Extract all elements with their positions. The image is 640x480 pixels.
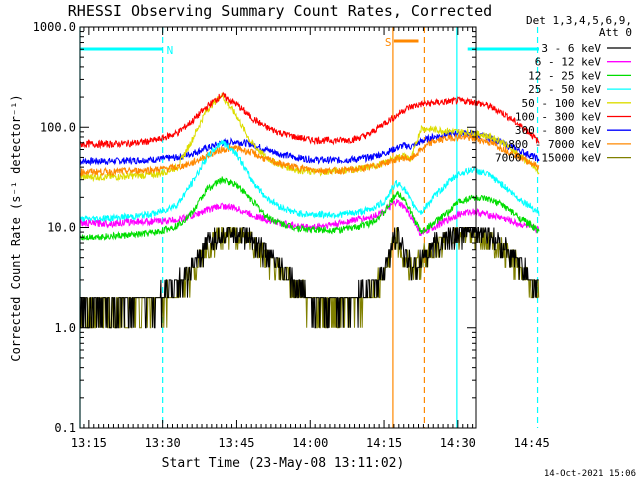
x-tick-label: 13:30 xyxy=(145,436,181,450)
legend-label: 300 - 800 keV xyxy=(515,124,601,137)
y-tick-label: 1.0 xyxy=(54,321,76,335)
legend-label: 6 - 12 keV xyxy=(535,56,602,69)
y-tick-label: 0.1 xyxy=(54,421,76,435)
x-tick-label: 13:15 xyxy=(71,436,107,450)
x-tick-label: 14:30 xyxy=(440,436,476,450)
legend-header-line-1: Det 1,3,4,5,6,9, xyxy=(526,14,632,27)
series-line xyxy=(79,198,540,237)
legend-label: 800 - 7000 keV xyxy=(508,138,601,151)
series-line xyxy=(80,227,539,329)
legend-label: 50 - 100 keV xyxy=(522,97,602,110)
legend-header-line-2: Att 0 xyxy=(599,26,632,39)
legend-label: 3 - 6 keV xyxy=(541,42,601,55)
x-tick-label: 14:45 xyxy=(514,436,550,450)
legend-label: 25 - 50 keV xyxy=(528,83,601,96)
y-tick-label: 1000.0 xyxy=(33,20,76,34)
series-line xyxy=(79,132,540,178)
footer-timestamp: 14-Oct-2021 15:06 xyxy=(544,469,636,479)
x-tick-label: 13:45 xyxy=(218,436,254,450)
legend-label: 7000 - 15000 keV xyxy=(495,152,601,165)
series-line xyxy=(79,176,540,241)
x-tick-label: 14:15 xyxy=(366,436,402,450)
annotation-label: N xyxy=(167,44,174,57)
y-axis-label: Corrected Count Rate (s⁻¹ detector⁻¹) xyxy=(9,94,23,361)
x-tick-label: 14:00 xyxy=(292,436,328,450)
annotation-label: S xyxy=(385,36,392,49)
series-line xyxy=(79,91,540,150)
legend-label: 100 - 300 keV xyxy=(515,111,601,124)
legend-label: 12 - 25 keV xyxy=(528,69,601,82)
y-tick-label: 10.0 xyxy=(47,221,76,235)
series-line xyxy=(80,227,540,329)
series-line xyxy=(79,139,540,223)
series-line xyxy=(79,92,540,183)
y-tick-label: 100.0 xyxy=(40,120,76,134)
chart-title: RHESSI Observing Summary Count Rates, Co… xyxy=(68,2,492,20)
x-axis-label: Start Time (23-May-08 13:11:02) xyxy=(162,456,405,471)
